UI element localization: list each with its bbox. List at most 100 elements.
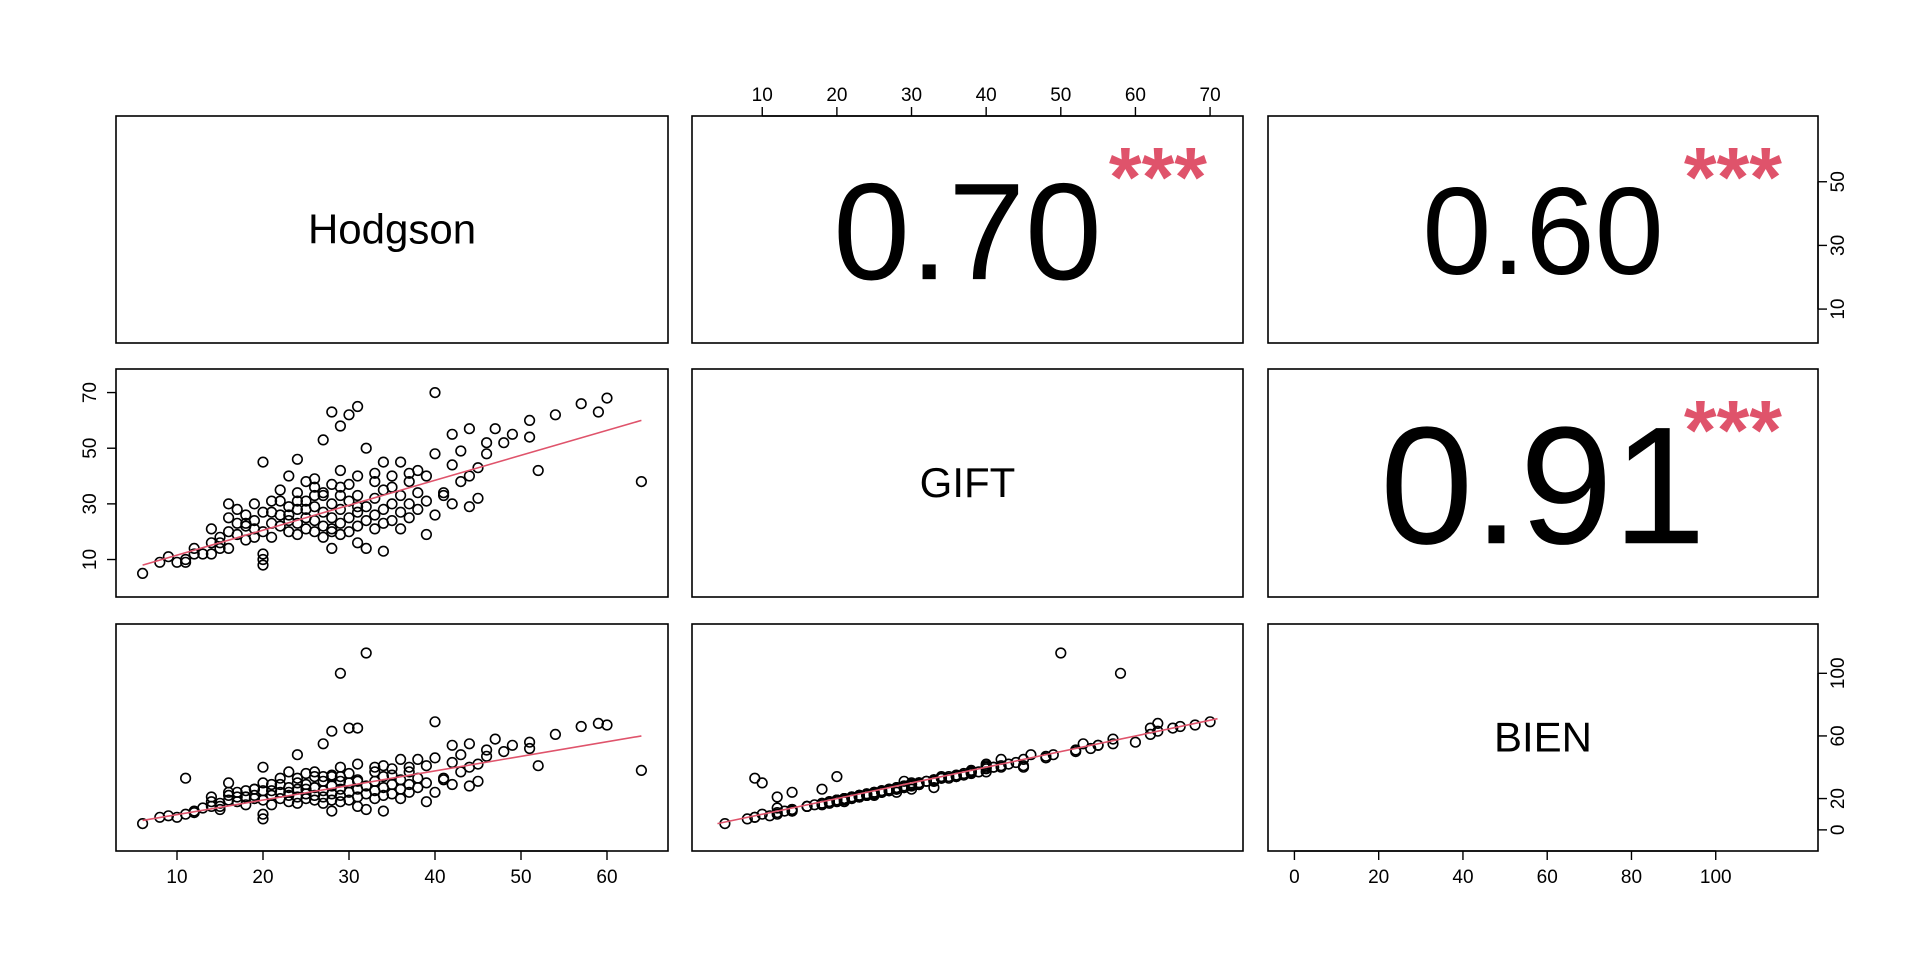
data-point <box>498 745 510 758</box>
data-point <box>352 470 364 482</box>
data-point <box>309 481 321 493</box>
regression-line <box>142 419 642 566</box>
data-point <box>1189 719 1201 731</box>
data-point <box>463 738 476 750</box>
data-point <box>438 774 450 786</box>
x-axis-gift-top: 10 20 30 40 50 60 70 <box>752 85 1221 117</box>
data-point <box>816 783 828 795</box>
tick-label: 60 <box>1828 725 1849 746</box>
data-point <box>403 476 415 488</box>
data-point <box>386 769 398 781</box>
data-point <box>309 526 321 538</box>
data-point <box>463 423 476 435</box>
panel-bien-hodgson <box>115 623 669 852</box>
data-point <box>719 817 731 830</box>
data-point <box>257 553 269 566</box>
data-point <box>240 791 252 803</box>
data-point <box>386 514 398 527</box>
data-point <box>334 420 347 432</box>
data-point <box>377 456 390 468</box>
data-point <box>429 786 441 798</box>
data-point <box>1114 667 1127 679</box>
data-point <box>377 545 390 557</box>
data-point <box>429 752 441 764</box>
data-point <box>905 777 918 789</box>
panel-frame <box>115 115 669 344</box>
data-point <box>601 392 613 404</box>
data-point <box>231 791 243 803</box>
data-point <box>369 467 381 479</box>
data-point <box>291 495 304 507</box>
data-point <box>489 733 501 745</box>
significance-stars: *** <box>1684 383 1782 477</box>
tick-label: 0 <box>1289 867 1300 888</box>
data-point <box>1174 720 1186 733</box>
data-point <box>973 766 985 778</box>
data-point <box>274 778 286 791</box>
tick-label: 50 <box>510 867 531 888</box>
data-point <box>446 459 458 471</box>
data-point <box>935 770 948 783</box>
data-point <box>898 775 910 787</box>
data-point <box>326 526 338 538</box>
data-point <box>317 506 329 518</box>
y-axis-gift-left: 10 30 50 70 <box>80 382 117 570</box>
significance-stars: *** <box>1684 130 1782 224</box>
data-point <box>300 783 312 795</box>
data-point <box>481 750 493 762</box>
data-point <box>334 481 347 493</box>
data-point <box>326 512 338 524</box>
data-point <box>1017 753 1030 766</box>
tick-label: 60 <box>1537 867 1558 888</box>
data-point <box>309 766 321 778</box>
panel-bien-bien: BIEN <box>1267 623 1819 852</box>
data-point <box>1040 752 1052 764</box>
data-point <box>309 473 321 485</box>
data-point <box>395 792 407 805</box>
data-point <box>240 785 252 797</box>
significance-stars: *** <box>1109 130 1207 224</box>
data-point <box>137 567 149 580</box>
data-point <box>601 719 613 731</box>
panel-hodgson-gift: 0.70 *** <box>691 115 1244 344</box>
data-point <box>369 761 381 773</box>
data-point <box>334 770 347 783</box>
data-point <box>231 503 243 516</box>
data-point <box>369 523 381 535</box>
correlation-value: 0.70 <box>833 155 1102 309</box>
data-point <box>523 742 536 755</box>
data-point <box>205 537 217 549</box>
data-point <box>291 487 304 499</box>
data-point <box>360 647 372 659</box>
y-axis-bien-right: 0 20 60 100 <box>1817 657 1849 835</box>
data-point <box>377 789 390 802</box>
data-point <box>1204 716 1216 728</box>
data-point <box>771 802 783 814</box>
data-point <box>549 409 562 421</box>
data-point <box>463 501 476 513</box>
data-point <box>248 498 260 510</box>
data-point <box>223 512 235 524</box>
data-point <box>386 498 398 510</box>
data-point <box>291 503 304 516</box>
tick-label: 30 <box>1828 235 1849 256</box>
data-point <box>403 498 415 510</box>
data-point <box>1017 760 1030 772</box>
data-point <box>317 434 329 446</box>
data-point <box>575 720 587 733</box>
data-point <box>523 414 536 427</box>
data-point <box>300 503 312 516</box>
panel-hodgson-hodgson: Hodgson <box>115 115 669 344</box>
data-point <box>506 739 519 751</box>
data-point <box>326 725 338 737</box>
data-point <box>188 548 200 560</box>
data-point <box>420 796 433 808</box>
variable-label-bien: BIEN <box>1494 714 1592 761</box>
regression-line <box>717 717 1218 825</box>
data-point <box>386 470 398 482</box>
tick-label: 50 <box>1050 85 1071 106</box>
data-point <box>481 437 493 449</box>
data-point <box>283 766 295 778</box>
data-point <box>248 783 260 795</box>
